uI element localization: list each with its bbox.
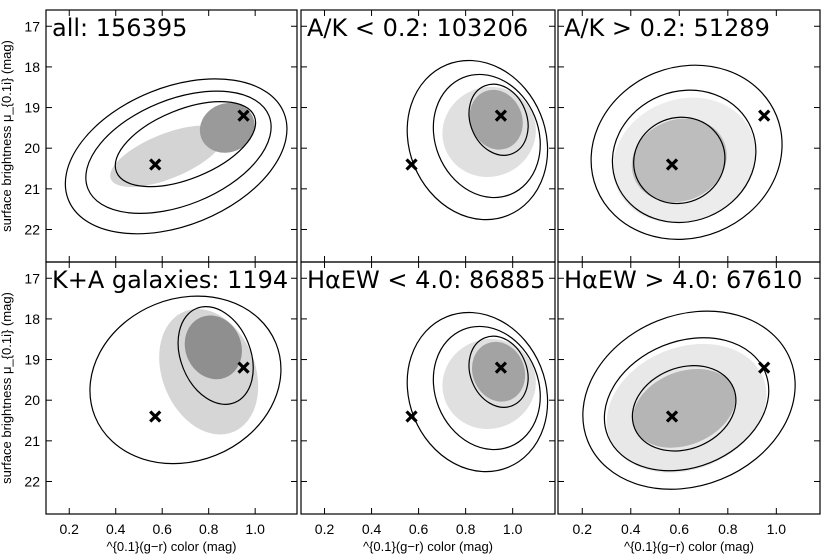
- cross-marker: [237, 361, 250, 374]
- y-tick-label: 18: [24, 311, 40, 327]
- x-axis-label: ^{0.1}(g−r) color (mag): [106, 539, 236, 554]
- x-tick-label: 0.8: [718, 521, 738, 537]
- x-tick-label: 0.2: [315, 521, 335, 537]
- panel-3: A/K > 0.2: 51289: [558, 10, 820, 262]
- panel-4: K+A galaxies: 1194: [46, 262, 297, 514]
- contour-line: [432, 325, 541, 451]
- cross-marker: [665, 410, 679, 423]
- x-tick-label: 0.8: [199, 521, 219, 537]
- y-tick-label: 18: [24, 59, 40, 75]
- y-tick-label: 17: [24, 270, 40, 286]
- cross-marker: [405, 410, 418, 423]
- x-axis-label: ^{0.1}(g−r) color (mag): [363, 539, 493, 554]
- panel-frame: [300, 261, 556, 515]
- cross-marker: [237, 109, 250, 122]
- y-tick-label: 22: [24, 473, 40, 489]
- x-tick-label: 0.4: [106, 521, 126, 537]
- x-tick-label: 0.4: [362, 521, 382, 537]
- panel-title: HαEW < 4.0: 86885: [307, 266, 545, 294]
- contour-line: [582, 310, 796, 490]
- cross-marker: [149, 410, 162, 423]
- y-axis-label: surface brightness μ_{0.1i} (mag): [0, 40, 14, 232]
- y-tick-label: 20: [24, 140, 40, 156]
- cross-marker: [494, 109, 508, 122]
- contour-line: [611, 89, 757, 224]
- contour-line: [590, 64, 783, 240]
- panel-title: all: 156395: [52, 14, 187, 42]
- y-tick-label: 20: [24, 392, 40, 408]
- x-tick-label: 0.8: [456, 521, 476, 537]
- x-tick-label: 0.2: [573, 521, 593, 537]
- x-tick-label: 1.0: [767, 521, 787, 537]
- x-tick-label: 1.0: [245, 521, 265, 537]
- y-tick-label: 17: [24, 18, 40, 34]
- contour-line: [64, 78, 288, 235]
- contour-line: [468, 83, 529, 156]
- contour-line: [177, 306, 254, 405]
- cross-marker: [665, 158, 679, 171]
- panel-frame: [45, 261, 298, 515]
- x-tick-label: 0.4: [621, 521, 641, 537]
- density-region: [184, 315, 242, 380]
- panel-title: A/K > 0.2: 51289: [564, 14, 770, 42]
- contour-line: [468, 335, 529, 408]
- density-region: [110, 125, 224, 188]
- y-tick-label: 22: [24, 221, 40, 237]
- cross-marker: [149, 158, 162, 171]
- contour-line: [432, 73, 541, 199]
- panel-title: HαEW > 4.0: 67610: [564, 266, 802, 294]
- contour-line: [114, 101, 257, 188]
- panel-6: HαEW > 4.0: 67610: [558, 262, 820, 514]
- panel-5: HαEW < 4.0: 86885: [301, 262, 555, 514]
- x-axis-label: ^{0.1}(g−r) color (mag): [624, 539, 754, 554]
- density-region: [199, 102, 255, 153]
- panel-frame: [557, 261, 821, 515]
- density-region: [632, 368, 736, 448]
- x-tick-label: 0.2: [60, 521, 80, 537]
- y-tick-label: 19: [24, 100, 40, 116]
- y-tick-label: 19: [24, 352, 40, 368]
- x-tick-label: 0.6: [409, 521, 429, 537]
- density-region: [631, 118, 727, 203]
- x-tick-label: 1.0: [503, 521, 523, 537]
- contour-line: [633, 116, 726, 205]
- panel-title: A/K < 0.2: 103206: [307, 14, 528, 42]
- axes-layer: 0.2 0.4 0.6 0.8 1.0 ^{0.1}(g−r) color (mag) 0.…: [0, 9, 821, 554]
- panel-1: all: 156395: [46, 10, 297, 262]
- contour-line: [85, 90, 272, 214]
- contour-line: [89, 295, 282, 465]
- contour-line: [631, 365, 737, 452]
- cross-marker: [494, 361, 508, 374]
- cross-marker: [758, 109, 771, 122]
- cross-marker: [758, 361, 771, 374]
- panels-layer: all: 156395 A/K < 0.2: 103206 A/K > 0.2: 5…: [46, 10, 820, 514]
- contour-line: [603, 337, 770, 472]
- y-tick-label: 21: [24, 433, 40, 449]
- x-tick-label: 0.6: [152, 521, 172, 537]
- y-tick-label: 21: [24, 181, 40, 197]
- x-tick-label: 0.6: [670, 521, 690, 537]
- y-axis-label: surface brightness μ_{0.1i} (mag): [0, 292, 14, 484]
- panel-2: A/K < 0.2: 103206: [301, 10, 555, 262]
- panel-title: K+A galaxies: 1194: [52, 266, 288, 294]
- cross-marker: [405, 158, 418, 171]
